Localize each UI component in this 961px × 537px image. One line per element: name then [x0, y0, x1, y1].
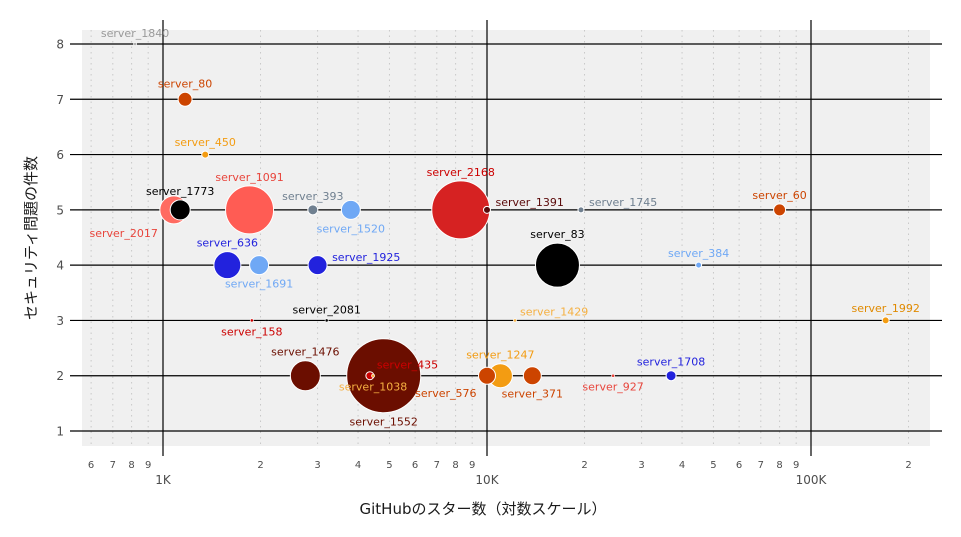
- label-server_1691: server_1691: [225, 278, 293, 291]
- x-minor-tick-label: 7: [110, 460, 116, 471]
- label-server_1520: server_1520: [317, 222, 385, 235]
- x-minor-tick-label: 5: [710, 460, 716, 471]
- y-tick-label: 7: [56, 93, 64, 107]
- data-point-server_384: [695, 261, 703, 269]
- label-server_1745: server_1745: [589, 196, 657, 209]
- data-point-server_1552: [346, 338, 422, 414]
- label-server_576: server_576: [415, 387, 476, 400]
- data-point-server_60: [773, 203, 787, 217]
- data-point-server_1091: [225, 185, 275, 235]
- x-minor-tick-label: 2: [581, 460, 587, 471]
- data-point-server_1925: [307, 255, 328, 276]
- data-point-server_1773: [169, 199, 191, 221]
- data-point-server_1391: [483, 205, 491, 214]
- data-point-server_927: [611, 373, 615, 378]
- data-labels: server_1840 server_80 server_450 server_177…: [90, 27, 920, 429]
- y-axis-title: セキュリティ問題の件数: [22, 156, 40, 320]
- x-minor-tick-label: 7: [758, 460, 764, 471]
- data-point-server_576: [478, 366, 496, 385]
- label-server_1992: server_1992: [852, 302, 920, 315]
- label-server_1429: server_1429: [520, 305, 588, 318]
- x-major-tick-label: 1K: [155, 473, 172, 487]
- data-point-server_1038: [371, 373, 375, 378]
- label-server_1476: server_1476: [271, 346, 339, 359]
- label-server_60: server_60: [752, 189, 806, 202]
- x-axis-title: GitHubのスター数（対数スケール）: [360, 500, 607, 518]
- label-server_2168: server_2168: [427, 166, 495, 179]
- data-point-server_1520: [340, 199, 361, 220]
- x-minor-tick-label: 3: [314, 460, 320, 471]
- y-tick-label: 6: [56, 148, 64, 162]
- label-server_435: server_435: [377, 359, 438, 372]
- x-minor-tick-label: 4: [355, 460, 361, 471]
- data-point-server_2081: [324, 318, 329, 323]
- data-point-server_371: [522, 366, 542, 386]
- y-axis-ticks: 1 2 3 4 5 6 7 8: [56, 38, 64, 439]
- label-server_1708: server_1708: [637, 356, 705, 369]
- x-minor-tick-label: 8: [776, 460, 782, 471]
- y-tick-label: 4: [56, 259, 64, 273]
- label-server_1391: server_1391: [496, 196, 564, 209]
- label-server_1840: server_1840: [101, 27, 169, 40]
- data-point-server_1992: [881, 316, 890, 325]
- data-point-server_393: [307, 204, 319, 216]
- label-server_83: server_83: [530, 228, 584, 241]
- data-point-server_1691: [249, 255, 270, 276]
- y-tick-label: 2: [56, 369, 64, 383]
- x-minor-tick-label: 6: [88, 460, 94, 471]
- x-minor-tick-label: 3: [638, 460, 644, 471]
- x-major-tick-label: 10K: [475, 473, 499, 487]
- data-point-server_2168: [431, 180, 491, 240]
- x-minor-tick-label: 6: [736, 460, 742, 471]
- y-tick-label: 1: [56, 425, 64, 439]
- data-point-server_1429: [513, 318, 517, 323]
- label-server_384: server_384: [668, 247, 729, 260]
- label-server_450: server_450: [175, 136, 236, 149]
- data-point-server_1840: [133, 42, 137, 46]
- x-minor-tick-label: 9: [469, 460, 475, 471]
- x-axis-ticks: 6 7 8 9 2 3 4 5 6 7 8 9 2 3 4 5 6 7 8 9 21K 10K 100K: [88, 460, 912, 487]
- data-point-server_158: [249, 318, 254, 323]
- data-point-server_1745: [577, 206, 585, 214]
- x-minor-tick-label: 5: [386, 460, 392, 471]
- x-minor-tick-label: 4: [679, 460, 685, 471]
- data-point-server_80: [177, 91, 193, 107]
- data-point-server_636: [213, 251, 242, 280]
- x-minor-tick-label: 7: [434, 460, 440, 471]
- x-minor-tick-label: 9: [793, 460, 799, 471]
- data-point-server_83: [534, 242, 580, 288]
- x-minor-tick-label: 6: [412, 460, 418, 471]
- label-server_1038: server_1038: [339, 381, 407, 394]
- x-major-tick-label: 100K: [796, 473, 828, 487]
- label-server_1552: server_1552: [350, 416, 418, 429]
- y-tick-label: 3: [56, 314, 64, 328]
- label-server_371: server_371: [502, 388, 563, 401]
- label-server_1091: server_1091: [215, 171, 283, 184]
- x-minor-tick-label: 2: [257, 460, 263, 471]
- label-server_80: server_80: [158, 77, 212, 90]
- label-server_1773: server_1773: [146, 185, 214, 198]
- data-point-server_450: [201, 150, 210, 159]
- label-server_2081: server_2081: [293, 303, 361, 316]
- y-tick-label: 5: [56, 203, 64, 217]
- label-server_393: server_393: [282, 190, 343, 203]
- label-server_158: server_158: [221, 325, 282, 338]
- x-minor-tick-label: 8: [128, 460, 134, 471]
- label-server_1247: server_1247: [466, 349, 534, 362]
- label-server_927: server_927: [582, 381, 643, 394]
- x-minor-tick-label: 8: [452, 460, 458, 471]
- data-point-server_1708: [665, 370, 677, 382]
- x-minor-tick-label: 2: [905, 460, 911, 471]
- x-minor-tick-label: 9: [145, 460, 151, 471]
- label-server_1925: server_1925: [332, 251, 400, 264]
- y-tick-label: 8: [56, 38, 64, 52]
- data-point-server_1476: [289, 360, 321, 392]
- label-server_636: server_636: [197, 237, 258, 250]
- major-gridlines: [70, 20, 942, 456]
- label-server_2017: server_2017: [90, 227, 158, 240]
- data-points: [133, 42, 890, 414]
